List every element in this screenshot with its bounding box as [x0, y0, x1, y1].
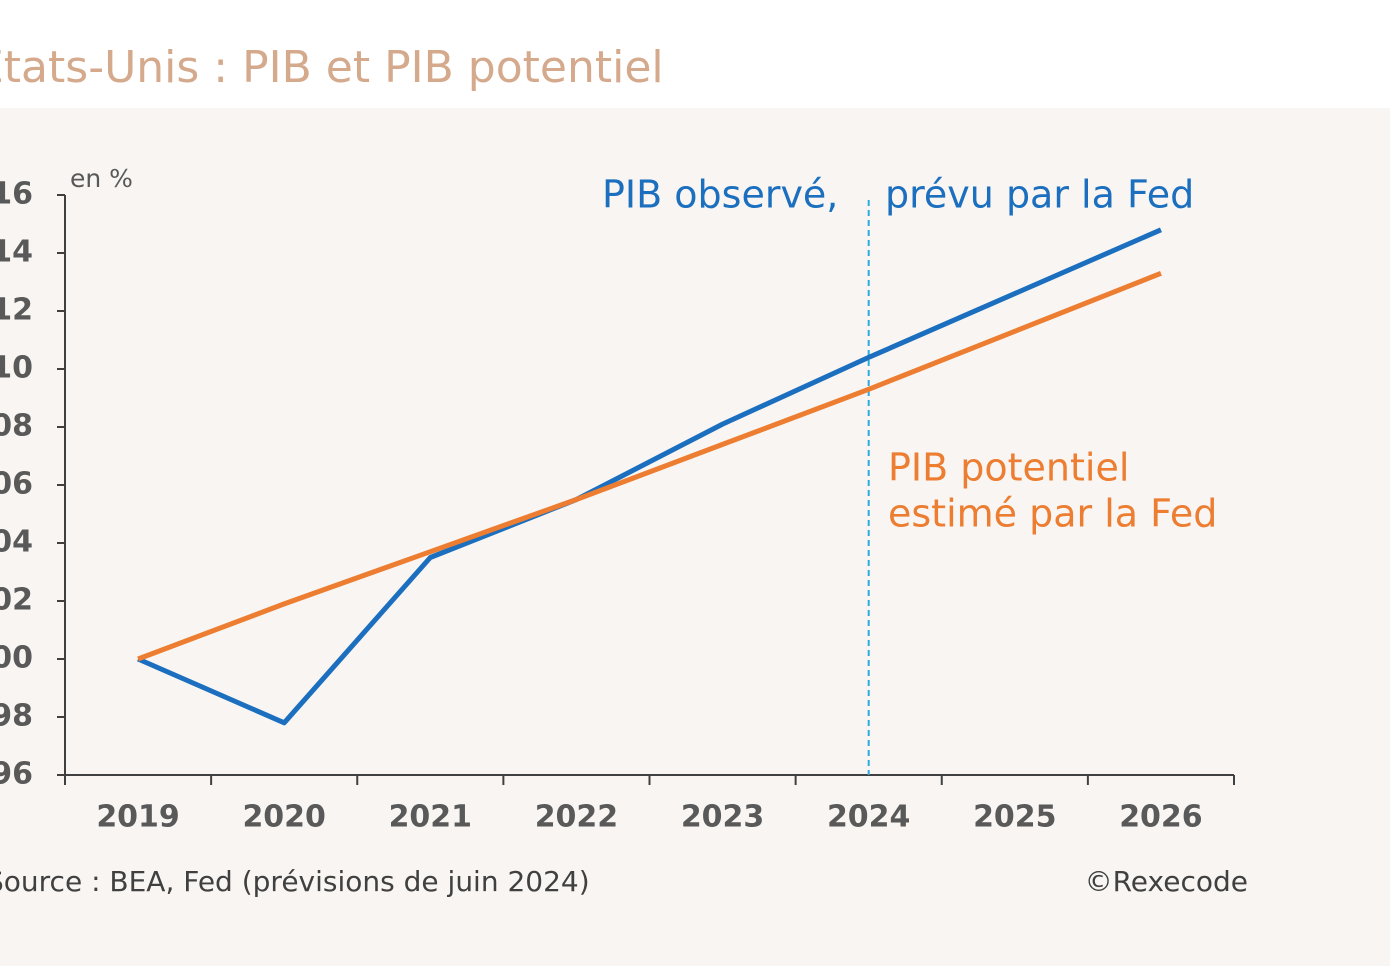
x-tick-label: 2022	[535, 800, 619, 835]
chart-title: États-Unis : PIB et PIB potentiel	[0, 40, 664, 93]
y-tick-label: 114	[0, 235, 33, 270]
y-tick-label: 96	[0, 757, 33, 792]
x-tick-label: 2026	[1119, 800, 1203, 835]
y-tick-label: 104	[0, 525, 33, 560]
copyright: ©Rexecode	[1085, 865, 1248, 898]
source: Source : BEA, Fed (prévisions de juin 20…	[0, 865, 590, 898]
y-tick-label: 102	[0, 583, 33, 618]
x-tick-label: 2025	[973, 800, 1057, 835]
legend-label: prévu par la Fed	[885, 173, 1194, 217]
y-tick-label: 98	[0, 699, 33, 734]
y-tick-label: 106	[0, 467, 33, 502]
series-line	[137, 227, 1162, 726]
x-tick-label: 2021	[389, 800, 473, 835]
y-tick-label: 100	[0, 641, 33, 676]
plot-background	[0, 108, 1390, 966]
y-unit-label: en %	[70, 164, 133, 193]
x-tick-label: 2020	[242, 800, 326, 835]
y-tick-label: 110	[0, 351, 33, 386]
legend-label: estimé par la Fed	[888, 492, 1217, 536]
y-tick-label: 116	[0, 177, 33, 212]
legend-label: PIB potentiel	[888, 446, 1129, 490]
y-tick-label: 108	[0, 409, 33, 444]
x-tick-label: 2023	[681, 800, 765, 835]
legend-label: PIB observé,	[602, 173, 838, 217]
x-tick-label: 2019	[96, 800, 180, 835]
y-tick-label: 112	[0, 293, 33, 328]
x-tick-label: 2024	[827, 800, 911, 835]
series-line	[137, 270, 1162, 662]
